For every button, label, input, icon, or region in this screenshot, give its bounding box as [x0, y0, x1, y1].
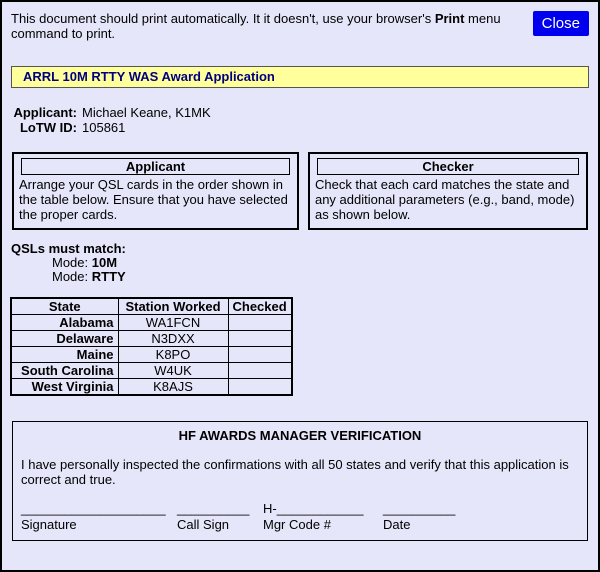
- station-cell: W4UK: [117, 362, 229, 379]
- qsl-match-heading: QSLs must match:: [11, 241, 126, 256]
- signature-blank-line: ____________________: [21, 501, 166, 516]
- instruction-boxes: Applicant Arrange your QSL cards in the …: [12, 152, 588, 230]
- notice-part1: This document should print automatically…: [11, 11, 435, 26]
- checked-cell: [227, 314, 293, 331]
- station-worked-column-header: Station Worked: [117, 297, 229, 315]
- call-sign-blank-line: __________: [177, 501, 250, 516]
- checked-cell: [227, 346, 293, 363]
- state-cell: Delaware: [10, 330, 119, 347]
- applicant-row: Applicant: Michael Keane, K1MK: [11, 105, 598, 120]
- mode-value: RTTY: [91, 269, 126, 284]
- applicant-value: Michael Keane, K1MK: [82, 105, 211, 120]
- band-label: Mode:: [52, 255, 89, 270]
- date-field: __________ Date: [383, 501, 473, 533]
- checker-box-title: Checker: [316, 158, 579, 175]
- checked-cell: [227, 362, 293, 379]
- applicant-label: Applicant:: [13, 105, 77, 120]
- station-cell: K8AJS: [117, 378, 229, 396]
- date-label: Date: [383, 517, 411, 532]
- mgr-code-label: Mgr Code #: [263, 517, 331, 532]
- applicant-box-title: Applicant: [21, 158, 290, 175]
- station-cell: K8PO: [117, 346, 229, 363]
- checked-cell: [227, 330, 293, 347]
- lotw-id-value: 105861: [82, 120, 126, 135]
- station-cell: N3DXX: [117, 330, 229, 347]
- mgr-code-blank-line: H-____________: [263, 501, 364, 516]
- table-row: Delaware N3DXX: [10, 330, 293, 347]
- mode-label: Mode:: [52, 269, 89, 284]
- applicant-instruction-box: Applicant Arrange your QSL cards in the …: [12, 152, 299, 230]
- applicant-box-body: Arrange your QSL cards in the order show…: [19, 177, 288, 222]
- table-row: Alabama WA1FCN: [10, 314, 293, 331]
- qsl-card-table: State Station Worked Checked Alabama WA1…: [10, 297, 293, 396]
- applicant-info: Applicant: Michael Keane, K1MK LoTW ID: …: [11, 105, 598, 135]
- call-sign-label: Call Sign: [177, 517, 230, 532]
- state-cell: Alabama: [10, 314, 119, 331]
- band-value: 10M: [91, 255, 118, 270]
- award-title-banner: ARRL 10M RTTY WAS Award Application: [11, 66, 589, 88]
- lotw-id-label: LoTW ID:: [19, 120, 77, 135]
- qsl-match-section: QSLs must match: Mode: 10M Mode: RTTY: [11, 241, 598, 284]
- print-notice-text: This document should print automatically…: [11, 11, 523, 41]
- checker-box-body: Check that each card matches the state a…: [314, 177, 575, 222]
- table-row: South Carolina W4UK: [10, 362, 293, 379]
- notice-print-word: Print: [434, 11, 465, 26]
- notice-part2: menu command to print.: [11, 11, 501, 41]
- award-title: ARRL 10M RTTY WAS Award Application: [23, 69, 275, 84]
- close-button[interactable]: Close: [532, 11, 589, 36]
- table-row: West Virginia K8AJS: [10, 378, 293, 396]
- checker-instruction-box: Checker Check that each card matches the…: [307, 152, 588, 230]
- table-header-row: State Station Worked Checked: [10, 297, 293, 315]
- checked-column-header: Checked: [227, 297, 293, 315]
- call-sign-field: __________ Call Sign: [177, 501, 255, 533]
- state-cell: South Carolina: [10, 362, 119, 379]
- mgr-code-field: H-____________ Mgr Code #: [263, 501, 375, 533]
- state-column-header: State: [10, 297, 119, 315]
- lotw-id-row: LoTW ID: 105861: [11, 120, 598, 135]
- verification-statement: I have personally inspected the confirma…: [21, 457, 569, 487]
- verification-title: HF AWARDS MANAGER VERIFICATION: [178, 428, 422, 443]
- hf-awards-manager-verification-box: HF AWARDS MANAGER VERIFICATION I have pe…: [12, 421, 588, 541]
- print-notice-bar: This document should print automatically…: [2, 2, 598, 41]
- signature-fields-row: ____________________ Signature _________…: [21, 501, 579, 533]
- station-cell: WA1FCN: [117, 314, 229, 331]
- qsl-match-band: Mode: 10M: [52, 256, 598, 270]
- signature-label: Signature: [21, 517, 77, 532]
- checked-cell: [227, 378, 293, 396]
- date-blank-line: __________: [383, 501, 456, 516]
- state-cell: West Virginia: [10, 378, 119, 396]
- qsl-match-mode: Mode: RTTY: [52, 270, 598, 284]
- signature-field: ____________________ Signature: [21, 501, 169, 533]
- state-cell: Maine: [10, 346, 119, 363]
- table-row: Maine K8PO: [10, 346, 293, 363]
